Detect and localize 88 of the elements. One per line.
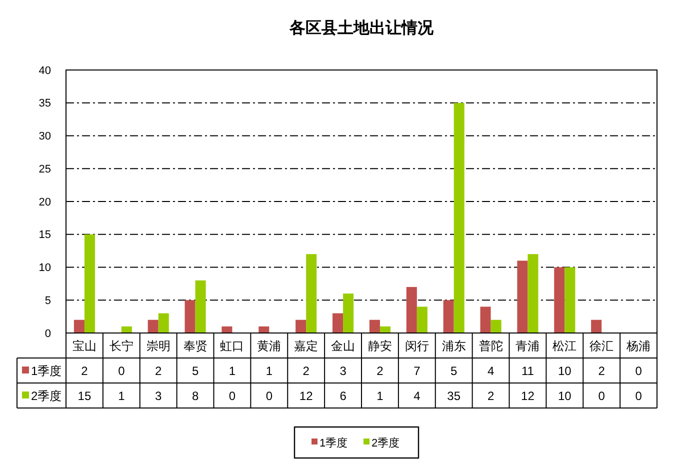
x-tick-label: 金山 xyxy=(331,338,356,353)
bar xyxy=(306,254,317,333)
data-label: 15 xyxy=(78,388,92,403)
data-label: 3 xyxy=(155,388,162,403)
bar xyxy=(184,300,196,333)
bar xyxy=(406,286,417,333)
legend-label: 2季度 xyxy=(31,388,62,403)
text: 1季度 xyxy=(320,437,348,450)
bar xyxy=(564,267,576,333)
x-tick-label: 嘉定 xyxy=(294,338,318,353)
data-label: 0 xyxy=(228,388,236,403)
bar xyxy=(158,313,169,333)
data-label: 1 xyxy=(118,388,126,403)
bar xyxy=(416,306,428,333)
x-tick-label: 宝山 xyxy=(72,338,96,353)
bar xyxy=(591,320,602,333)
data-label: 2 xyxy=(487,388,494,403)
bar xyxy=(74,320,84,333)
text: 2季度 xyxy=(372,437,400,450)
data-label: 8 xyxy=(192,388,199,403)
bar xyxy=(296,320,306,333)
chart-title: 各区县土地出让情况 xyxy=(288,19,434,37)
x-tick-label: 虹口 xyxy=(220,338,244,353)
x-tick-label: 崇明 xyxy=(146,338,170,353)
bar xyxy=(343,294,354,333)
bar xyxy=(369,320,380,333)
y-tick-label: 0 xyxy=(44,328,51,340)
y-tick-label: 30 xyxy=(38,130,51,143)
data-label: 12 xyxy=(521,388,535,403)
y-tick-label: 25 xyxy=(38,163,51,176)
bar xyxy=(517,260,528,333)
bar xyxy=(554,267,565,333)
legend-label: 1季度 xyxy=(31,364,62,378)
bar xyxy=(222,326,232,333)
x-tick-label: 浦东 xyxy=(442,338,466,353)
x-tick-label: 青浦 xyxy=(516,338,540,353)
x-tick-label: 奉贤 xyxy=(183,338,208,353)
bar xyxy=(121,326,132,333)
y-tick-label: 35 xyxy=(38,98,51,110)
data-label: 6 xyxy=(340,388,347,403)
y-tick-label: 5 xyxy=(44,294,51,307)
data-label: 12 xyxy=(299,388,314,403)
data-label: 4 xyxy=(487,364,494,378)
data-label: 1 xyxy=(228,364,236,378)
data-label: 2 xyxy=(376,364,384,378)
data-label: 0 xyxy=(635,388,642,403)
bar xyxy=(84,234,95,333)
bar xyxy=(480,306,491,333)
data-label: 7 xyxy=(414,364,421,378)
x-tick-label: 普陀 xyxy=(478,338,503,353)
bar xyxy=(195,280,206,333)
data-label: 35 xyxy=(447,388,461,403)
bar xyxy=(258,326,270,333)
data-label: 2 xyxy=(302,364,310,378)
y-tick-label: 10 xyxy=(38,262,51,274)
y-tick-label: 20 xyxy=(38,196,51,208)
data-label: 1 xyxy=(376,388,384,403)
bar xyxy=(380,326,390,333)
data-label: 10 xyxy=(558,364,572,378)
data-label: 10 xyxy=(558,388,572,403)
bar xyxy=(490,320,502,333)
data-label: 2 xyxy=(598,364,606,378)
bar xyxy=(148,320,158,333)
data-label: 0 xyxy=(635,364,642,378)
x-tick-label: 闵行 xyxy=(404,338,429,353)
y-tick-label: 15 xyxy=(38,229,51,242)
data-label: 2 xyxy=(155,364,162,378)
data-label: 2 xyxy=(81,364,88,378)
data-label: 5 xyxy=(192,364,199,378)
x-tick-label: 徐汇 xyxy=(590,338,614,353)
data-label: 11 xyxy=(521,364,534,378)
x-tick-label: 杨浦 xyxy=(626,338,651,353)
data-label: 0 xyxy=(266,388,273,403)
bar xyxy=(454,102,464,333)
data-label: 5 xyxy=(450,364,458,378)
data-label: 0 xyxy=(118,364,126,378)
data-label: 4 xyxy=(414,388,421,403)
data-label: 3 xyxy=(340,364,347,378)
bar xyxy=(332,313,344,333)
x-tick-label: 长宁 xyxy=(109,338,134,353)
data-label: 1 xyxy=(266,364,273,378)
y-tick-label: 40 xyxy=(38,64,51,77)
bar xyxy=(528,254,538,333)
bar xyxy=(443,300,454,333)
x-tick-label: 静安 xyxy=(368,338,392,353)
data-label: 0 xyxy=(598,388,606,403)
x-tick-label: 黄浦 xyxy=(257,338,282,353)
x-tick-label: 松江 xyxy=(552,338,577,353)
